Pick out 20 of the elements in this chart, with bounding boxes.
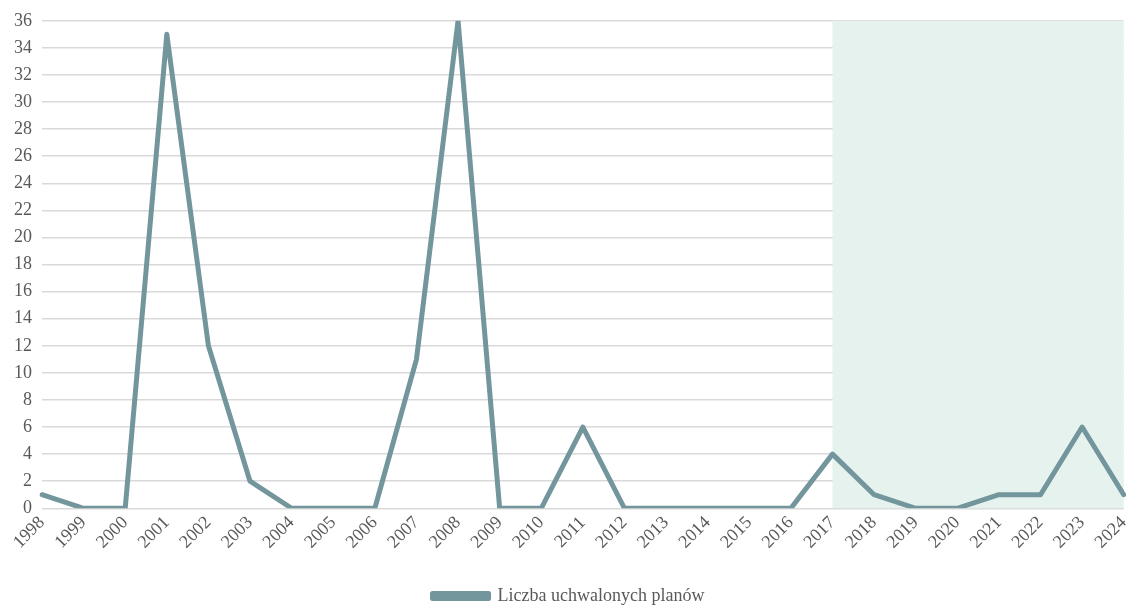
y-tick-label: 34: [14, 36, 32, 57]
y-tick-label: 4: [23, 442, 32, 463]
legend-label: Liczba uchwalonych planów: [497, 584, 705, 605]
y-tick-label: 16: [14, 280, 32, 301]
y-tick-label: 0: [23, 497, 32, 518]
y-tick-label: 30: [14, 90, 32, 111]
y-tick-label: 10: [14, 361, 32, 382]
y-tick-label: 2: [23, 469, 32, 490]
y-tick-label: 26: [14, 144, 32, 165]
y-tick-label: 24: [14, 172, 32, 193]
y-tick-label: 12: [14, 334, 32, 355]
y-tick-label: 36: [14, 9, 32, 30]
y-tick-label: 22: [14, 199, 32, 220]
y-tick-label: 28: [14, 117, 32, 138]
y-tick-label: 6: [23, 415, 32, 436]
y-tick-label: 20: [14, 226, 32, 247]
y-tick-label: 8: [23, 388, 32, 409]
y-tick-label: 18: [14, 253, 32, 274]
y-tick-label: 32: [14, 63, 32, 84]
y-tick-label: 14: [14, 307, 32, 328]
